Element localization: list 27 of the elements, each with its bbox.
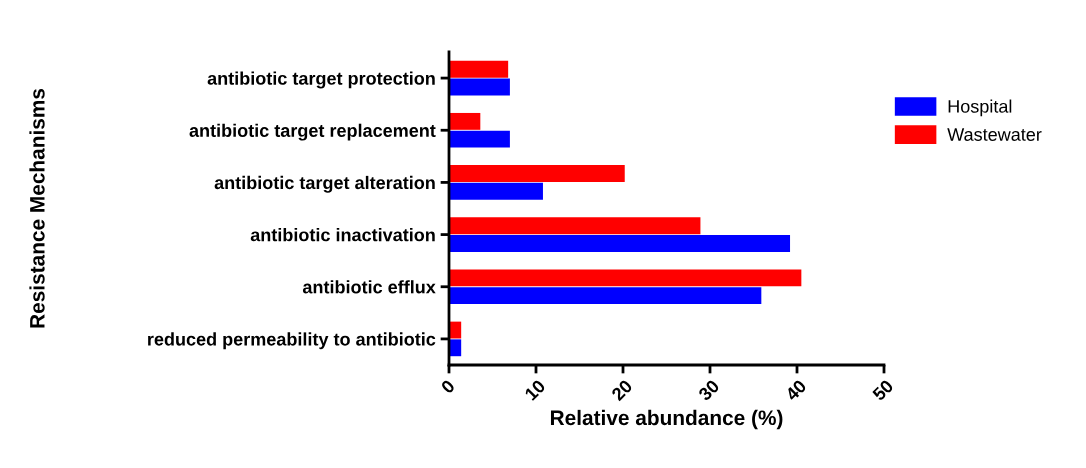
y-tick-label: antibiotic target protection (207, 71, 435, 89)
x-tick-label: 10 (524, 379, 547, 401)
x-tick-label: 0 (440, 379, 456, 395)
bar (449, 182, 543, 200)
bar (449, 130, 510, 148)
y-tick-label: antibiotic inactivation (250, 228, 435, 242)
legend-label: Wastewater (947, 128, 1042, 141)
bar (449, 339, 462, 357)
x-tick-label: 50 (871, 379, 895, 402)
x-tick-label: 30 (697, 379, 721, 402)
y-tick-label: antibiotic target replacement (189, 123, 436, 141)
bar (449, 287, 762, 305)
bar (449, 78, 510, 96)
legend-label: Hospital (948, 99, 1012, 117)
bar (449, 60, 509, 78)
bar (449, 235, 791, 252)
y-tick-label: antibiotic efflux (302, 280, 436, 294)
x-tick-label: 40 (784, 379, 808, 402)
bar (449, 269, 802, 287)
x-tick-label: 20 (610, 379, 634, 402)
bar (449, 217, 701, 235)
y-axis-title: Resistance Mechanisms (29, 88, 45, 328)
bar (449, 165, 625, 182)
bar (449, 112, 481, 130)
x-axis-title: Relative abundance (%) (550, 409, 783, 430)
y-tick-label: antibiotic target alteration (214, 175, 435, 193)
y-tick-label: reduced permeability to antibiotic (148, 332, 436, 350)
